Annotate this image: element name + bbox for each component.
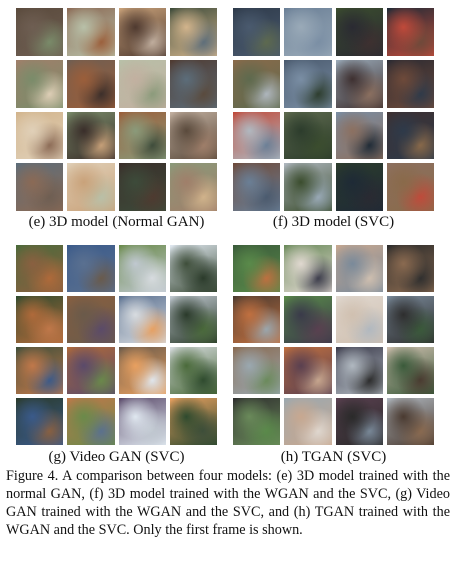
sample-frame — [233, 347, 280, 394]
sample-frame — [170, 347, 217, 394]
sample-frame — [284, 60, 331, 108]
sample-grid-e — [16, 8, 217, 211]
sample-frame — [170, 296, 217, 343]
sample-frame — [284, 347, 331, 394]
sample-frame — [284, 163, 331, 211]
sample-frame — [67, 296, 114, 343]
sample-frame — [67, 60, 114, 108]
sample-frame — [16, 8, 63, 56]
sample-frame — [67, 245, 114, 292]
sample-frame — [336, 8, 383, 56]
sample-frame — [119, 112, 166, 160]
sample-grid-h — [233, 245, 434, 445]
figure-caption: Figure 4. A comparison between four mode… — [6, 467, 450, 539]
panel-label-g: (g) Video GAN (SVC) — [16, 449, 217, 466]
sample-frame — [336, 347, 383, 394]
sample-frame — [119, 398, 166, 445]
sample-frame — [387, 245, 434, 292]
sample-frame — [119, 163, 166, 211]
sample-frame — [119, 296, 166, 343]
sample-frame — [119, 245, 166, 292]
sample-frame — [67, 163, 114, 211]
sample-frame — [16, 398, 63, 445]
sample-frame — [67, 398, 114, 445]
sample-frame — [336, 163, 383, 211]
sample-frame — [233, 163, 280, 211]
sample-frame — [16, 245, 63, 292]
sample-frame — [233, 8, 280, 56]
sample-grid-g — [16, 245, 217, 445]
sample-frame — [67, 8, 114, 56]
sample-frame — [284, 296, 331, 343]
sample-frame — [170, 112, 217, 160]
sample-frame — [387, 60, 434, 108]
sample-frame — [284, 398, 331, 445]
sample-frame — [387, 8, 434, 56]
panel-label-f: (f) 3D model (SVC) — [233, 214, 434, 231]
sample-frame — [284, 112, 331, 160]
sample-frame — [284, 8, 331, 56]
sample-frame — [170, 398, 217, 445]
panel-label-e: (e) 3D model (Normal GAN) — [16, 214, 217, 231]
sample-frame — [67, 347, 114, 394]
sample-frame — [387, 398, 434, 445]
sample-frame — [16, 296, 63, 343]
sample-frame — [67, 112, 114, 160]
sample-frame — [284, 245, 331, 292]
sample-frame — [233, 60, 280, 108]
sample-frame — [233, 245, 280, 292]
sample-frame — [387, 112, 434, 160]
sample-frame — [233, 296, 280, 343]
sample-frame — [336, 398, 383, 445]
sample-frame — [16, 347, 63, 394]
sample-frame — [119, 347, 166, 394]
sample-frame — [16, 60, 63, 108]
sample-frame — [387, 296, 434, 343]
sample-frame — [119, 60, 166, 108]
sample-frame — [336, 112, 383, 160]
sample-frame — [336, 296, 383, 343]
sample-frame — [170, 8, 217, 56]
sample-grid-f — [233, 8, 434, 211]
sample-frame — [336, 60, 383, 108]
sample-frame — [16, 163, 63, 211]
sample-frame — [387, 347, 434, 394]
panel-label-h: (h) TGAN (SVC) — [233, 449, 434, 466]
sample-frame — [170, 163, 217, 211]
sample-frame — [336, 245, 383, 292]
sample-frame — [233, 398, 280, 445]
sample-frame — [16, 112, 63, 160]
sample-frame — [119, 8, 166, 56]
sample-frame — [170, 245, 217, 292]
sample-frame — [387, 163, 434, 211]
sample-frame — [233, 112, 280, 160]
sample-frame — [170, 60, 217, 108]
